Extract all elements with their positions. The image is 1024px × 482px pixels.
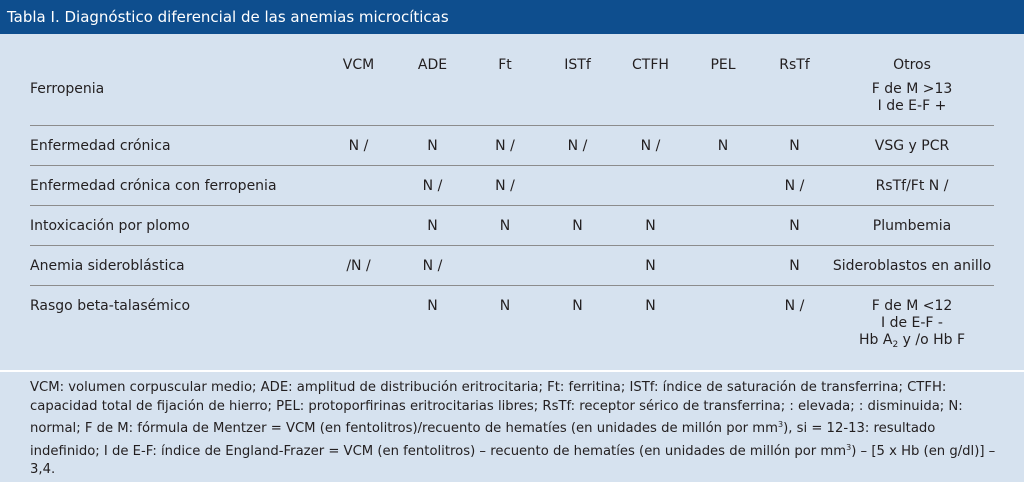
footnote-text: ), si = 12-13: resultado indefinido; I d… — [30, 421, 936, 459]
table-cell — [687, 286, 759, 365]
table-cell — [469, 79, 541, 126]
otros-line: VSG y PCR — [874, 138, 950, 154]
table-cell — [396, 79, 469, 126]
table-cell — [541, 79, 614, 126]
row-label: Enfermedad crónica con ferropenia — [30, 165, 321, 206]
table-row: Anemia sideroblástica /N / N / N N Sider… — [30, 245, 994, 286]
table-cell: N / — [759, 165, 830, 206]
table-cell: N — [759, 205, 830, 246]
table-cell: N — [645, 298, 656, 314]
table-cell — [687, 165, 759, 206]
table-title-bar: Tabla I. Diagnóstico diferencial de las … — [0, 0, 1024, 34]
table-cell: N — [396, 205, 469, 246]
table-cell — [541, 245, 614, 286]
otros-line: Plumbemia — [872, 218, 952, 234]
table-title: Tabla I. Diagnóstico diferencial de las … — [7, 8, 449, 26]
table-cell: N / — [469, 125, 541, 166]
table-cell: N — [614, 245, 687, 286]
table-row: Enfermedad crónica con ferropenia N / N … — [30, 165, 994, 206]
otros-line: RsTf/Ft N / — [875, 178, 949, 194]
table-cell: N / — [469, 165, 541, 206]
footnote-superscript: 3 — [777, 420, 784, 429]
table-cell: N — [759, 245, 830, 286]
table-cell: N — [614, 205, 687, 246]
column-header: ISTf — [564, 57, 591, 73]
table-row: Enfermedad crónica N / N N / N / N / N N… — [30, 125, 994, 166]
header-corner — [30, 34, 321, 79]
table-cell — [687, 245, 759, 286]
header-row: VCM ADE Ft ISTf CTFH PEL RsTf Otros — [30, 34, 994, 79]
footnote-text: ) – [5 x Hb (en g/dl)] – 3,4. — [30, 443, 996, 478]
otros-cell: F de M >13 I de E-F + — [830, 79, 994, 126]
table-cell: N — [572, 298, 583, 314]
table-cell: N / — [784, 298, 805, 314]
table-cell: N — [759, 125, 830, 166]
table-cell — [321, 165, 396, 206]
otros-line: F de M >13 — [871, 81, 953, 97]
otros-cell: Sideroblastos en anillo — [830, 245, 994, 286]
table-cell: N — [469, 205, 541, 246]
table-cell: N / — [614, 125, 687, 166]
row-label: Anemia sideroblástica — [30, 245, 321, 286]
table-region: VCM ADE Ft ISTf CTFH PEL RsTf Otros Ferr… — [0, 34, 1024, 364]
table-cell — [687, 205, 759, 246]
table-cell: N — [687, 125, 759, 166]
column-header: PEL — [710, 57, 736, 73]
table-row: Ferropenia F de M >13 I de E-F + — [30, 79, 994, 126]
table-cell: N / — [396, 165, 469, 206]
otros-line: I de E-F - — [881, 315, 943, 331]
otros-cell: VSG y PCR — [830, 125, 994, 166]
otros-cell: F de M <12 I de E-F - Hb A2 y /o Hb F — [830, 286, 994, 365]
table-cell — [541, 165, 614, 206]
column-header: Ft — [498, 57, 512, 73]
table-row: Rasgo beta-talasémico N N N N N / F de M… — [30, 286, 994, 365]
otros-line-hb: Hb A2 y /o Hb F — [830, 332, 994, 354]
hb-prefix: Hb A — [858, 332, 893, 348]
table-cell: N — [541, 205, 614, 246]
otros-cell: RsTf/Ft N / — [830, 165, 994, 206]
table-cell — [469, 245, 541, 286]
table-cell — [321, 286, 396, 365]
section-divider — [0, 370, 1024, 372]
otros-line: I de E-F + — [877, 98, 947, 114]
table-cell — [321, 79, 396, 126]
table-cell: N / — [541, 125, 614, 166]
row-label: Enfermedad crónica — [30, 125, 321, 166]
table-cell — [614, 79, 687, 126]
table-cell — [614, 165, 687, 206]
table-cell: N — [427, 298, 438, 314]
column-header: ADE — [417, 57, 448, 73]
table-footnote: VCM: volumen corpuscular medio; ADE: amp… — [30, 379, 998, 480]
footnote-text: VCM: volumen corpuscular medio; ADE: amp… — [30, 380, 963, 436]
table-cell — [321, 205, 396, 246]
table-cell: N / — [321, 125, 396, 166]
otros-line: F de M <12 — [871, 298, 953, 314]
otros-cell: Plumbemia — [830, 205, 994, 246]
table-cell — [687, 79, 759, 126]
row-label: Ferropenia — [30, 79, 321, 126]
footnote-superscript: 3 — [846, 442, 852, 452]
column-header: VCM — [342, 57, 375, 73]
column-header: CTFH — [632, 57, 669, 73]
differential-diagnosis-table: VCM ADE Ft ISTf CTFH PEL RsTf Otros Ferr… — [30, 34, 994, 364]
table-cell — [759, 79, 830, 126]
column-header: Otros — [893, 57, 931, 73]
row-label: Intoxicación por plomo — [30, 205, 321, 246]
table-cell: N / — [396, 245, 469, 286]
row-label: Rasgo beta-talasémico — [30, 298, 191, 314]
hb-suffix: y /o Hb F — [898, 332, 966, 348]
table-cell: /N / — [321, 245, 396, 286]
otros-line: Sideroblastos en anillo — [832, 258, 992, 274]
table-cell: N — [396, 125, 469, 166]
table-row: Intoxicación por plomo N N N N N Plumbem… — [30, 205, 994, 246]
hb-subscript: 2 — [892, 340, 899, 350]
column-header: RsTf — [779, 57, 810, 73]
table-cell: N — [499, 298, 511, 314]
